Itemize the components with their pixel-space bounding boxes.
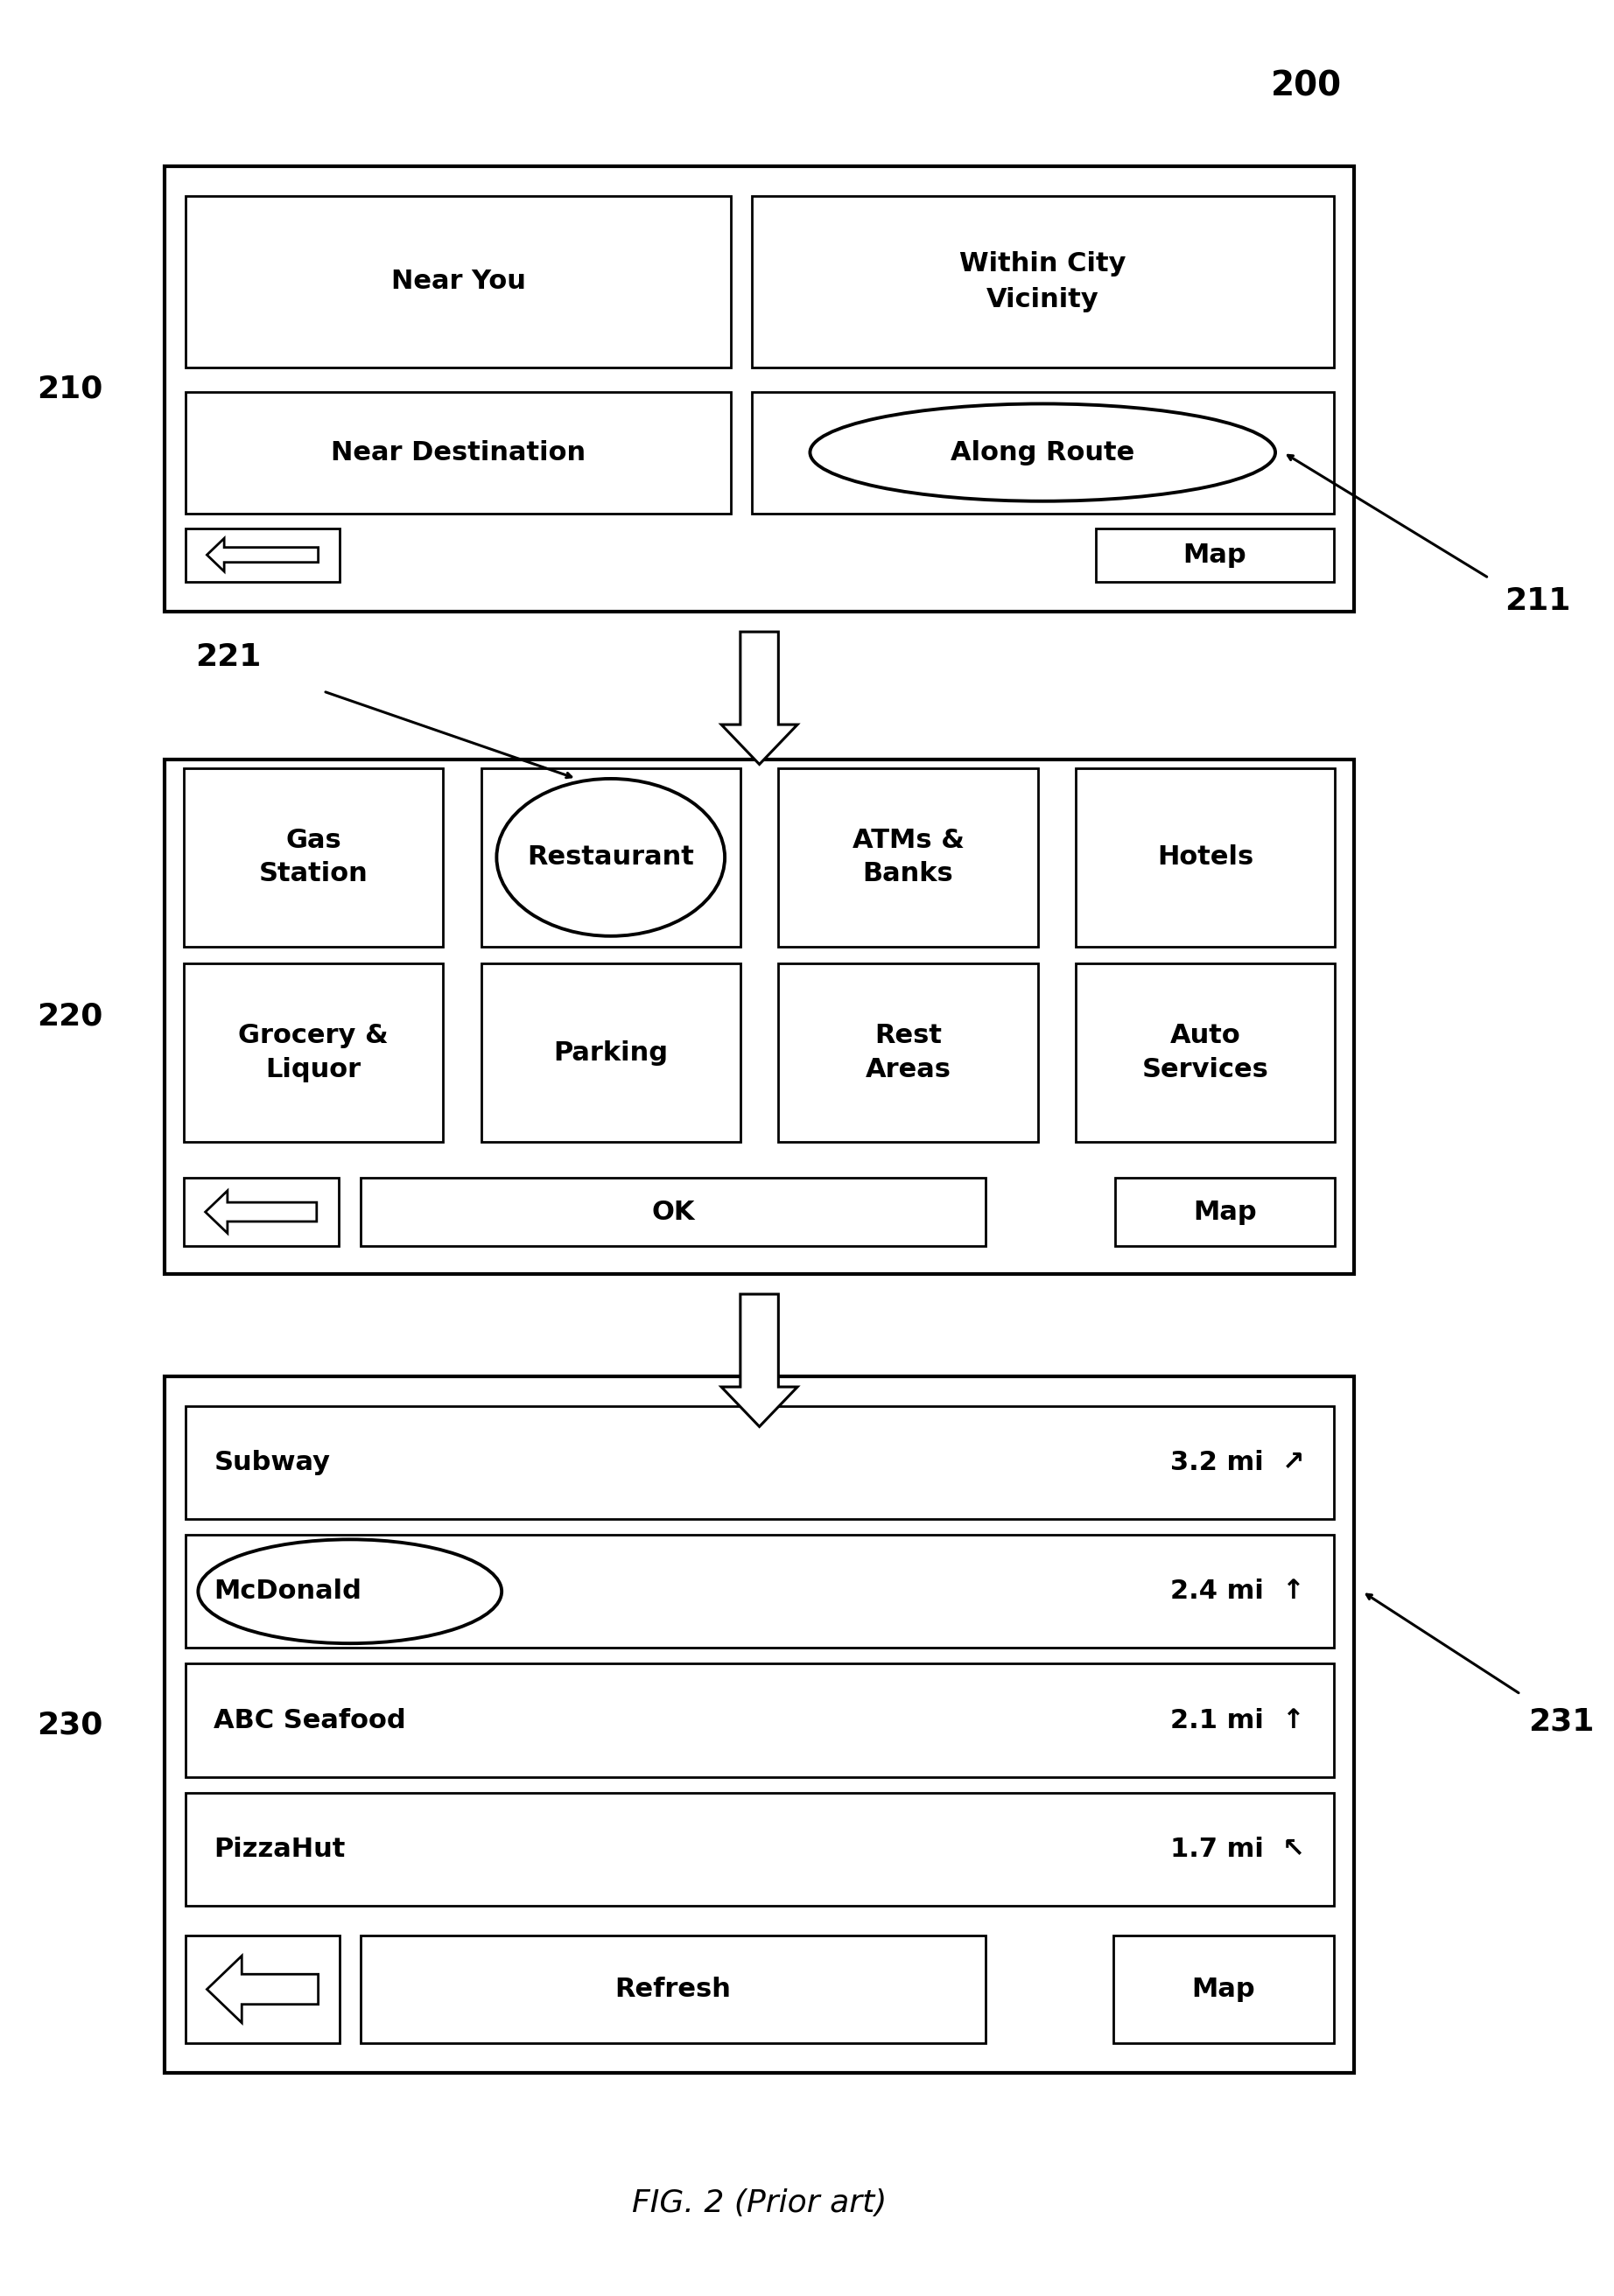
Text: 2.1 mi  ↑: 2.1 mi ↑ xyxy=(1170,1708,1306,1733)
Text: Gas
Station: Gas Station xyxy=(258,829,368,886)
Polygon shape xyxy=(207,537,318,572)
Text: 231: 231 xyxy=(1528,1706,1595,1736)
Polygon shape xyxy=(721,631,797,765)
Polygon shape xyxy=(721,1295,797,1426)
Bar xyxy=(186,1665,1333,1777)
Ellipse shape xyxy=(199,1538,502,1644)
Bar xyxy=(184,964,442,1141)
Bar xyxy=(752,393,1333,514)
Text: Map: Map xyxy=(1183,542,1246,567)
Text: FIG. 2 (Prior art): FIG. 2 (Prior art) xyxy=(631,2188,888,2218)
Bar xyxy=(778,767,1038,946)
Bar xyxy=(1115,1178,1335,1247)
Bar xyxy=(186,1405,1333,1520)
Bar xyxy=(186,528,341,581)
Bar xyxy=(1096,528,1333,581)
Bar xyxy=(752,195,1333,367)
Bar xyxy=(165,1375,1354,2073)
Bar xyxy=(1077,767,1335,946)
Text: Parking: Parking xyxy=(554,1040,668,1065)
Text: PizzaHut: PizzaHut xyxy=(213,1837,345,1862)
Bar xyxy=(165,165,1354,611)
Polygon shape xyxy=(205,1192,316,1233)
Text: 3.2 mi  ↗: 3.2 mi ↗ xyxy=(1170,1449,1306,1476)
Bar xyxy=(362,1936,986,2043)
Text: Within City
Vicinity: Within City Vicinity xyxy=(959,250,1127,312)
Text: ATMs &
Banks: ATMs & Banks xyxy=(852,829,964,886)
Text: ABC Seafood: ABC Seafood xyxy=(213,1708,407,1733)
Bar xyxy=(186,1536,1333,1649)
Text: Grocery &
Liquor: Grocery & Liquor xyxy=(239,1024,389,1081)
Ellipse shape xyxy=(810,404,1275,501)
Text: 221: 221 xyxy=(195,643,261,673)
Bar xyxy=(1114,1936,1333,2043)
Text: 200: 200 xyxy=(1270,69,1341,103)
Ellipse shape xyxy=(497,778,725,937)
Text: 2.4 mi  ↑: 2.4 mi ↑ xyxy=(1170,1580,1306,1605)
Text: Near You: Near You xyxy=(391,269,526,294)
Text: Along Route: Along Route xyxy=(951,441,1135,466)
Text: Hotels: Hotels xyxy=(1157,845,1254,870)
Text: Map: Map xyxy=(1193,1199,1257,1224)
Bar xyxy=(184,767,442,946)
Bar xyxy=(481,964,741,1141)
Bar xyxy=(186,1936,341,2043)
Bar xyxy=(778,964,1038,1141)
Text: Rest
Areas: Rest Areas xyxy=(865,1024,951,1081)
Text: 1.7 mi  ↖: 1.7 mi ↖ xyxy=(1170,1837,1306,1862)
Bar xyxy=(186,195,731,367)
Text: 210: 210 xyxy=(37,374,103,404)
Text: Refresh: Refresh xyxy=(615,1977,731,2002)
Text: 220: 220 xyxy=(37,1001,103,1031)
Bar xyxy=(184,1178,339,1247)
Bar xyxy=(481,767,741,946)
Text: Map: Map xyxy=(1191,1977,1256,2002)
Bar xyxy=(362,1178,986,1247)
Text: 211: 211 xyxy=(1504,585,1570,615)
Text: 230: 230 xyxy=(37,1711,103,1740)
Text: McDonald: McDonald xyxy=(213,1580,362,1605)
Bar xyxy=(186,1793,1333,1906)
Text: Restaurant: Restaurant xyxy=(528,845,694,870)
Polygon shape xyxy=(207,1956,318,2023)
Bar xyxy=(165,760,1354,1274)
Text: Near Destination: Near Destination xyxy=(331,441,586,466)
Text: OK: OK xyxy=(652,1199,694,1224)
Bar xyxy=(186,393,731,514)
Text: Subway: Subway xyxy=(213,1449,331,1476)
Text: Auto
Services: Auto Services xyxy=(1143,1024,1269,1081)
Bar xyxy=(1077,964,1335,1141)
